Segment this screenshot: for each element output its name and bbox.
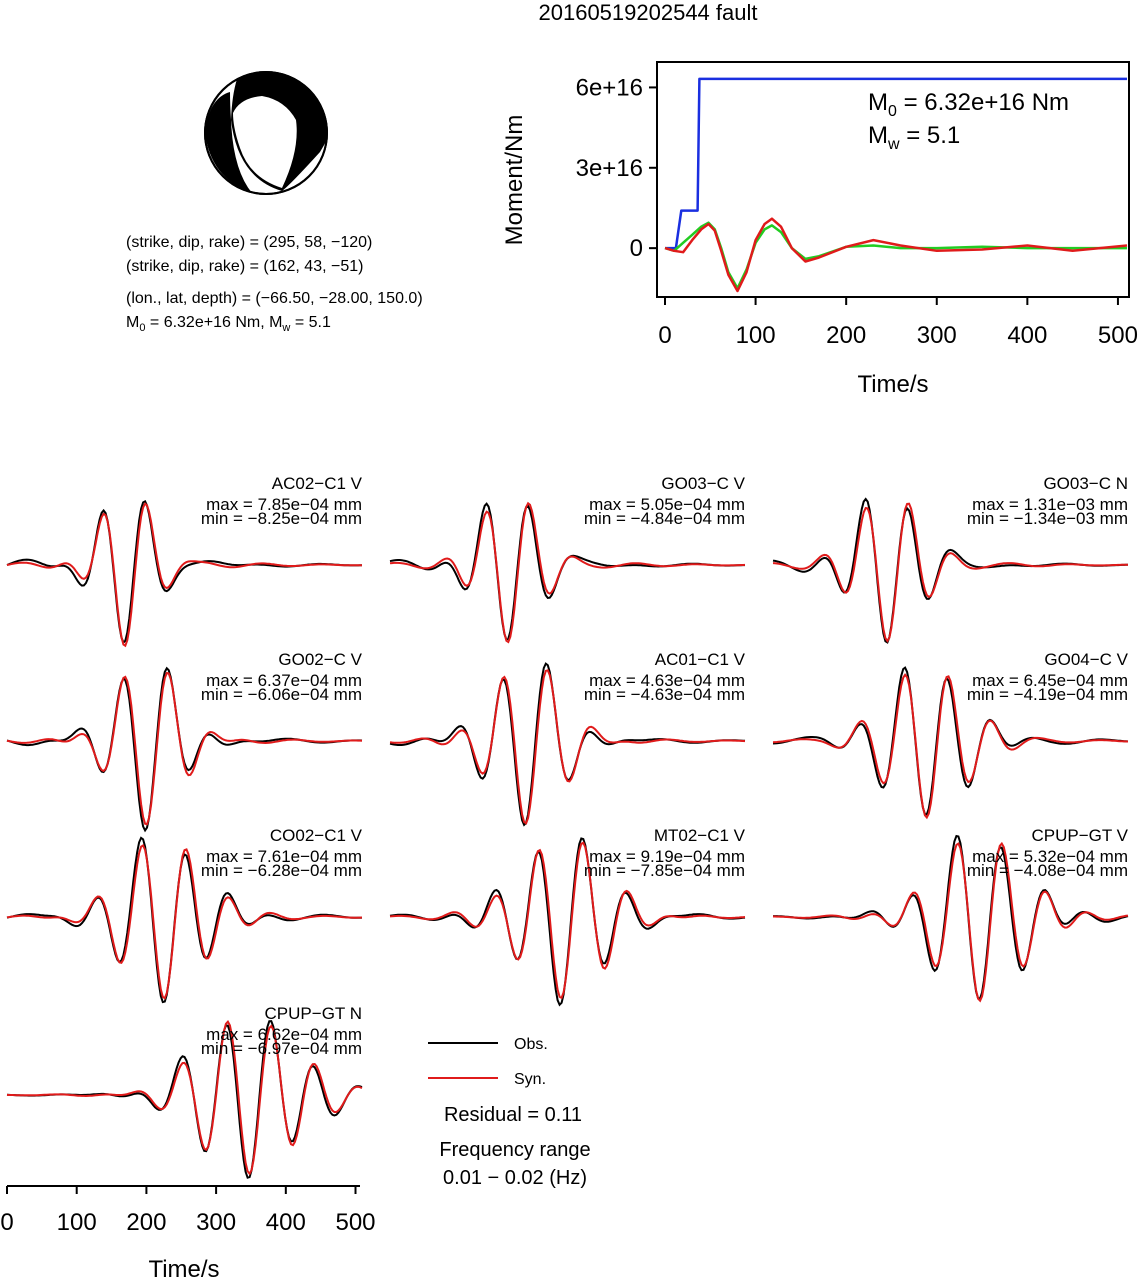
station-label: CO02−C1 V	[270, 826, 363, 845]
beachball	[204, 71, 328, 195]
synthetic-trace	[389, 501, 746, 644]
max-amplitude-label: max = 5.05e−04 mm	[589, 495, 745, 514]
station-label: GO03−C V	[661, 474, 745, 493]
frequency-range-title: Frequency range	[439, 1139, 590, 1161]
location-label: (lon., lat, depth) = (−66.50, −28.00, 15…	[126, 290, 423, 307]
moment-xtick-label: 200	[826, 322, 866, 349]
bottom-xtick-label: 100	[57, 1209, 97, 1236]
synthetic-trace	[6, 671, 363, 826]
station-label: GO03−C N	[1043, 474, 1128, 493]
residual-label: Residual = 0.11	[444, 1104, 582, 1126]
max-amplitude-label: max = 5.32e−04 mm	[972, 847, 1128, 866]
station-label: AC02−C1 V	[272, 474, 363, 493]
max-amplitude-label: max = 1.31e−03 mm	[972, 495, 1128, 514]
synthetic-trace	[6, 844, 363, 1000]
station-label: GO04−C V	[1044, 650, 1128, 669]
min-amplitude-label: min = −8.25e−04 mm	[201, 509, 362, 528]
moment-function-line	[665, 77, 1127, 250]
min-amplitude-label: min = −6.06e−04 mm	[201, 685, 362, 704]
station-label: AC01−C1 V	[655, 650, 746, 669]
station-label: CPUP−GT N	[265, 1004, 362, 1023]
beachball-compression-quadrant-2	[205, 92, 252, 193]
min-amplitude-label: min = −6.97e−04 mm	[201, 1039, 362, 1058]
moment-ytick-label: 6e+16	[576, 74, 643, 101]
moment-xtick-label: 100	[736, 322, 776, 349]
min-amplitude-label: min = −4.84e−04 mm	[584, 509, 745, 528]
moment-xtick-label: 300	[917, 322, 957, 349]
min-amplitude-label: min = −4.63e−04 mm	[584, 685, 745, 704]
min-amplitude-label: min = −4.19e−04 mm	[967, 685, 1128, 704]
bottom-xtick-label: 400	[266, 1209, 306, 1236]
synthetic-trace	[772, 673, 1128, 820]
min-amplitude-label: min = −6.28e−04 mm	[201, 861, 362, 880]
nodal-plane-1-label: (strike, dip, rake) = (295, 58, −120)	[126, 234, 372, 251]
beachball-dilatation-quadrant	[233, 96, 297, 188]
synthetic-trace	[6, 1019, 363, 1176]
synthetic-trace	[389, 669, 746, 825]
max-amplitude-label: max = 6.62e−04 mm	[206, 1025, 362, 1044]
moment-xtick-label: 0	[658, 322, 671, 349]
station-label: MT02−C1 V	[654, 826, 746, 845]
nodal-plane-2-label: (strike, dip, rake) = (162, 43, −51)	[126, 258, 363, 275]
max-amplitude-label: max = 6.45e−04 mm	[972, 671, 1128, 690]
bottom-time-axis: 0 100 200 300 400 500 Time/s	[0, 1185, 376, 1281]
bottom-xtick-label: 500	[335, 1209, 375, 1236]
legend-obs-label: Obs.	[514, 1036, 548, 1053]
moment-xtick-label: 400	[1007, 322, 1047, 349]
moment-ytick-label: 0	[630, 235, 643, 262]
figure-title: 20160519202544 fault	[539, 0, 758, 25]
moment-plot-frame	[656, 61, 1130, 298]
moment-ytick-label: 3e+16	[576, 155, 643, 182]
bottom-xtick-label: 0	[0, 1209, 13, 1236]
fit-red-line	[664, 217, 1128, 293]
max-amplitude-label: max = 7.85e−04 mm	[206, 495, 362, 514]
synthetic-trace	[773, 841, 1129, 1003]
observed-trace	[772, 666, 1129, 816]
frequency-range-value: 0.01 − 0.02 (Hz)	[443, 1167, 587, 1189]
bottom-axis-xlabel: Time/s	[148, 1256, 219, 1281]
station-label: CPUP−GT V	[1031, 826, 1128, 845]
moment-plot-ylabel: Moment/Nm	[501, 115, 528, 246]
moment-rate-plot: Moment/Nm Time/s 0 3e+16 6e+16 0 100 200 300 4…	[501, 61, 1138, 398]
synthetic-trace	[6, 502, 362, 648]
legend-syn-label: Syn.	[514, 1071, 546, 1088]
bottom-xtick-label: 200	[126, 1209, 166, 1236]
synthetic-trace	[389, 841, 746, 1000]
fit-green-line	[664, 221, 1127, 290]
max-amplitude-label: max = 4.63e−04 mm	[589, 671, 745, 690]
moment-annotation-mw: Mw = 5.1	[868, 122, 960, 153]
moment-label: M0 = 6.32e+16 Nm, Mw = 5.1	[126, 314, 331, 334]
bottom-xtick-label: 300	[196, 1209, 236, 1236]
max-amplitude-label: max = 7.61e−04 mm	[206, 847, 362, 866]
min-amplitude-label: min = −7.85e−04 mm	[584, 861, 745, 880]
moment-plot-xlabel: Time/s	[857, 371, 928, 398]
station-label: GO02−C V	[278, 650, 362, 669]
moment-xtick-label: 500	[1098, 322, 1138, 349]
beachball-outline-top	[204, 71, 328, 195]
max-amplitude-label: max = 9.19e−04 mm	[589, 847, 745, 866]
max-amplitude-label: max = 6.37e−04 mm	[206, 671, 362, 690]
min-amplitude-label: min = −4.08e−04 mm	[967, 861, 1128, 880]
min-amplitude-label: min = −1.34e−03 mm	[967, 509, 1128, 528]
synthetic-trace	[772, 502, 1128, 643]
moment-annotation-m0: M0 = 6.32e+16 Nm	[868, 89, 1069, 120]
legend: Obs. Syn. Residual = 0.11 Frequency rang…	[428, 1036, 591, 1189]
